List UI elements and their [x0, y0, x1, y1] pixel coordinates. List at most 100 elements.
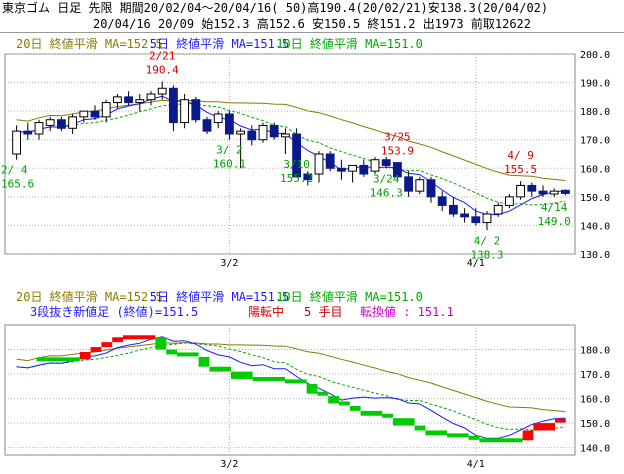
top-y-tick-label: 160.0	[580, 164, 610, 175]
annotation-date: 4/14	[541, 201, 568, 214]
annotation-value: 190.4	[146, 63, 179, 76]
candle	[471, 208, 481, 226]
candle	[34, 119, 44, 140]
top-legend-entry: 20日 終値平滑 MA=152.5	[16, 36, 163, 51]
kagi-down-block	[155, 337, 167, 350]
kagi-down-block	[306, 383, 318, 394]
candle	[359, 159, 369, 177]
candle	[348, 164, 358, 183]
annotation-value: 138.3	[470, 248, 503, 261]
kagi-down-block	[414, 425, 426, 431]
candle	[303, 171, 313, 186]
bottom-ma5-line	[16, 336, 566, 439]
kagi-down-block	[479, 438, 523, 443]
kagi-down-block	[36, 357, 80, 362]
candle	[168, 85, 178, 132]
top-y-tick-label: 190.0	[580, 79, 610, 90]
candle	[549, 188, 559, 197]
kagi-up-block	[79, 351, 91, 360]
candle	[269, 122, 279, 140]
annotation-value: 155.2	[280, 172, 313, 185]
top-ma10-line	[16, 102, 566, 206]
candle	[560, 189, 570, 196]
bottom-legend-entry: 20日 終値平滑 MA=152.5	[16, 289, 163, 304]
annotation-value: 153.9	[381, 145, 414, 158]
kagi-close-label: 3段抜き新値足 (終値)=151.5	[30, 304, 198, 319]
bottom-ma20-line	[16, 342, 566, 413]
annotation-date: 3/24	[373, 172, 400, 185]
kagi-down-block	[447, 433, 469, 438]
kagi-chart: 180.0 170.0 160.0 150.0 140.0 3/2 4/1 20日 終値平…	[4, 289, 610, 470]
candle	[146, 91, 156, 106]
candle	[79, 110, 89, 123]
top-y-tick-label: 200.0	[580, 50, 610, 61]
chart-header-ohlc: 20/04/16 20/09 始152.3 高152.6 安150.5 終151…	[0, 16, 624, 33]
bottom-legend-entry: 5日 終値平滑 MA=151.5	[150, 289, 289, 304]
annotation-date: 2/ 4	[1, 164, 28, 177]
candle	[90, 105, 100, 120]
kagi-step-label: 5 手目	[304, 305, 342, 319]
candle	[516, 181, 526, 200]
chart-header-title: 東京ゴム 日足 先限 期間20/02/04〜20/04/16( 50)高190.…	[0, 0, 624, 16]
annotation-date: 3/10	[283, 158, 310, 171]
kagi-up-block	[112, 337, 123, 343]
kagi-down-block	[382, 413, 393, 418]
candle	[224, 111, 234, 140]
candle	[180, 94, 190, 129]
candle	[135, 94, 145, 112]
candle	[437, 191, 447, 212]
bottom-x-tick-label: 3/2	[220, 459, 238, 470]
candle	[45, 116, 55, 132]
candle	[527, 182, 537, 197]
top-x-tick-label: 3/2	[220, 258, 238, 269]
candle	[460, 208, 470, 223]
candle	[124, 91, 134, 106]
candle	[538, 185, 548, 197]
kagi-down-block	[339, 401, 350, 406]
kagi-down-block	[360, 410, 383, 416]
kagi-down-block	[252, 376, 285, 381]
kagi-down-block	[231, 371, 253, 379]
annotation-date: 3/ 2	[216, 144, 243, 157]
annotation-date: 3/25	[384, 131, 411, 144]
top-x-tick-label: 4/1	[467, 258, 485, 269]
candle	[292, 128, 302, 178]
bottom-ma10-line	[16, 342, 566, 431]
kagi-down-block	[425, 430, 447, 436]
annotation-value: 165.6	[1, 178, 34, 191]
candle	[415, 176, 425, 194]
candle	[247, 125, 257, 146]
kagi-down-block	[177, 352, 199, 357]
bottom-plot-frame	[4, 324, 576, 456]
kagi-down-block	[198, 356, 210, 367]
candle	[314, 151, 324, 183]
kagi-down-block	[328, 396, 339, 404]
kagi-reversal-label: 転換値 : 151.1	[360, 304, 454, 319]
candle	[68, 114, 78, 134]
candle	[381, 156, 391, 169]
annotation-date: 2/21	[149, 49, 176, 62]
bottom-y-tick-label: 150.0	[580, 419, 610, 430]
candle	[280, 128, 290, 154]
top-y-tick-label: 170.0	[580, 136, 610, 147]
bottom-y-tick-label: 170.0	[580, 370, 610, 381]
candle	[404, 171, 414, 197]
bottom-x-tick-label: 4/1	[467, 459, 485, 470]
kagi-up-block	[555, 418, 566, 423]
candle	[157, 81, 167, 100]
bottom-y-tick-label: 160.0	[580, 395, 610, 406]
top-legend-entry: 10日 終値平滑 MA=151.0	[276, 36, 423, 51]
kagi-up-block	[522, 430, 534, 441]
bottom-y-tick-label: 140.0	[580, 444, 610, 455]
annotation-value: 160.1	[213, 158, 246, 171]
bottom-y-tick-label: 180.0	[580, 346, 610, 357]
candle	[426, 176, 436, 203]
top-y-tick-label: 140.0	[580, 221, 610, 232]
candle	[112, 94, 122, 109]
kagi-down-block	[349, 405, 361, 411]
kagi-down-block	[209, 366, 231, 372]
kagi-down-block	[317, 391, 329, 396]
kagi-trend-label: 陽転中	[248, 304, 284, 319]
